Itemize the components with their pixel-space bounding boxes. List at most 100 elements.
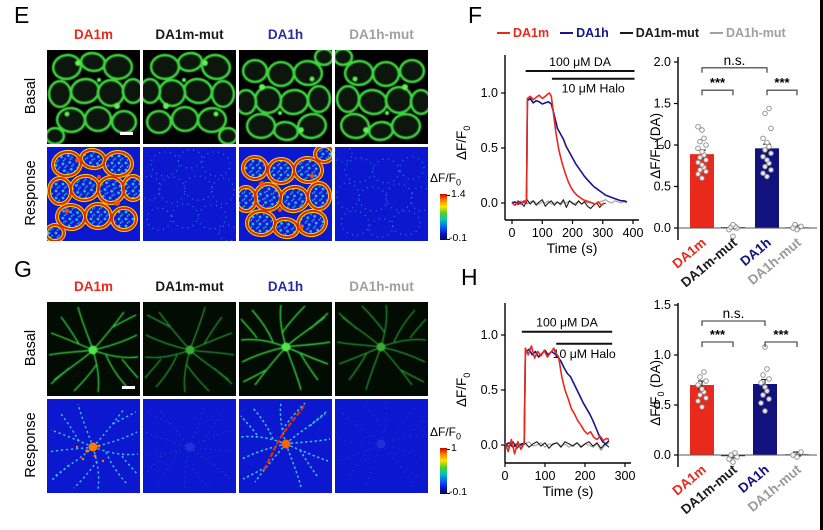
g-colorbar-min: -0.1 [449, 486, 468, 498]
micrograph-g-response-da1m-mut [143, 399, 236, 493]
data-point [699, 404, 705, 410]
data-point [768, 150, 774, 157]
data-point [760, 372, 766, 378]
trace-DA1m [504, 345, 610, 455]
svg-text:400: 400 [623, 226, 644, 240]
e-column-header-da1m: DA1m [73, 27, 113, 42]
svg-text:0.5: 0.5 [654, 398, 671, 412]
g-column-header-da1m: DA1m [73, 279, 113, 294]
data-point [760, 170, 766, 176]
g-column-header-da1m-mut: DA1m-mut [155, 279, 224, 294]
data-point [762, 384, 768, 390]
sig-bracket [766, 89, 798, 96]
data-point [764, 139, 770, 146]
data-point [703, 395, 709, 401]
svg-text:1.0: 1.0 [481, 328, 498, 342]
g-colorbar-gradient [440, 448, 447, 494]
sig-bracket [701, 89, 734, 96]
sig-bracket [701, 320, 766, 326]
e-colorbar-max: 1.4 [451, 188, 466, 200]
g-row-label-response: Response [23, 412, 39, 478]
g-column-header-da1h-mut: DA1h-mut [349, 279, 414, 294]
svg-text:100: 100 [535, 469, 556, 483]
data-point [760, 153, 766, 160]
svg-text:Time (s): Time (s) [543, 483, 594, 499]
data-point [730, 221, 736, 228]
svg-text:0.0: 0.0 [481, 438, 498, 452]
svg-text:1.0: 1.0 [654, 138, 671, 152]
data-point [760, 392, 766, 398]
data-point [695, 398, 701, 404]
panel-g-column-headers: DA1m DA1m-mut DA1h DA1h-mut [47, 279, 431, 294]
e-colorbar-title: ΔF/F0 [430, 171, 462, 188]
svg-text:n.s.: n.s. [723, 306, 745, 321]
micrograph-e-response-da1h-mut [335, 147, 428, 241]
data-point [730, 459, 736, 465]
micrograph-g-response-da1m [47, 399, 140, 493]
svg-text:1.0: 1.0 [654, 348, 671, 362]
svg-text:0: 0 [509, 226, 516, 240]
svg-text:0: 0 [502, 469, 509, 483]
data-point [764, 157, 770, 163]
data-point [703, 157, 709, 163]
g-colorbar-max: 1 [451, 442, 457, 454]
svg-text:10 μM Halo: 10 μM Halo [562, 82, 625, 96]
data-point [760, 135, 766, 142]
e-column-header-da1h: DA1h [267, 27, 304, 42]
e-column-header-da1h-mut: DA1h-mut [349, 27, 414, 42]
svg-text:***: *** [774, 75, 790, 90]
svg-text:n.s.: n.s. [724, 53, 746, 68]
micrograph-g-response-da1h [239, 399, 332, 493]
e-colorbar-min: -0.1 [449, 232, 468, 244]
svg-text:300: 300 [615, 469, 636, 483]
data-point [798, 223, 804, 230]
e-colorbar-gradient [440, 194, 447, 240]
svg-text:100 μM DA: 100 μM DA [536, 316, 599, 330]
svg-text:***: *** [710, 327, 726, 342]
data-point [730, 233, 736, 240]
data-point [764, 173, 770, 180]
trace-DA1m [511, 92, 605, 206]
data-point [766, 105, 772, 112]
data-point [758, 380, 764, 386]
data-point [701, 369, 707, 375]
micrograph-g-basal-da1h-mut [335, 302, 428, 396]
micrograph-e-basal-da1h-mut [335, 50, 428, 144]
sig-bracket [764, 341, 798, 347]
g-colorbar-title: ΔF/F0 [430, 425, 462, 442]
f-legend-item-da1m-mut: DA1m-mut [619, 26, 699, 40]
data-point [768, 167, 774, 173]
svg-text:1.5: 1.5 [654, 97, 671, 111]
f-legend: DA1m DA1h DA1m-mut DA1h-mut [497, 26, 786, 40]
svg-text:100: 100 [532, 226, 553, 240]
data-point [790, 452, 796, 458]
data-point [695, 145, 701, 152]
micrograph-g-basal-da1m [47, 302, 140, 396]
svg-text:200: 200 [575, 469, 596, 483]
sig-bracket [701, 67, 768, 73]
data-point [695, 123, 701, 130]
svg-text:2.0: 2.0 [654, 55, 671, 69]
data-point [766, 396, 772, 402]
svg-text:200: 200 [562, 226, 583, 240]
svg-text:0.0: 0.0 [654, 221, 671, 235]
e-colorbar: ΔF/F0 1.4 -0.1 [430, 171, 482, 249]
svg-text:***: *** [710, 75, 726, 90]
data-point [798, 449, 804, 455]
svg-text:10 μM Halo: 10 μM Halo [553, 347, 616, 361]
data-point [699, 148, 705, 155]
e-column-header-da1m-mut: DA1m-mut [155, 27, 224, 42]
data-point [758, 400, 764, 406]
scale-bar [120, 132, 133, 135]
data-point [697, 154, 703, 161]
svg-text:300: 300 [592, 226, 613, 240]
data-point [699, 127, 705, 133]
micrograph-e-basal-da1h [239, 50, 332, 144]
f-trace-chart: 0 100 200 300 400 0.0 0.5 1.0 Time (s) 100 μM DA 1… [481, 55, 644, 256]
micrograph-g-response-da1h-mut [335, 399, 428, 493]
data-point [703, 378, 709, 384]
data-point [766, 376, 772, 382]
svg-text:0.5: 0.5 [654, 180, 671, 194]
